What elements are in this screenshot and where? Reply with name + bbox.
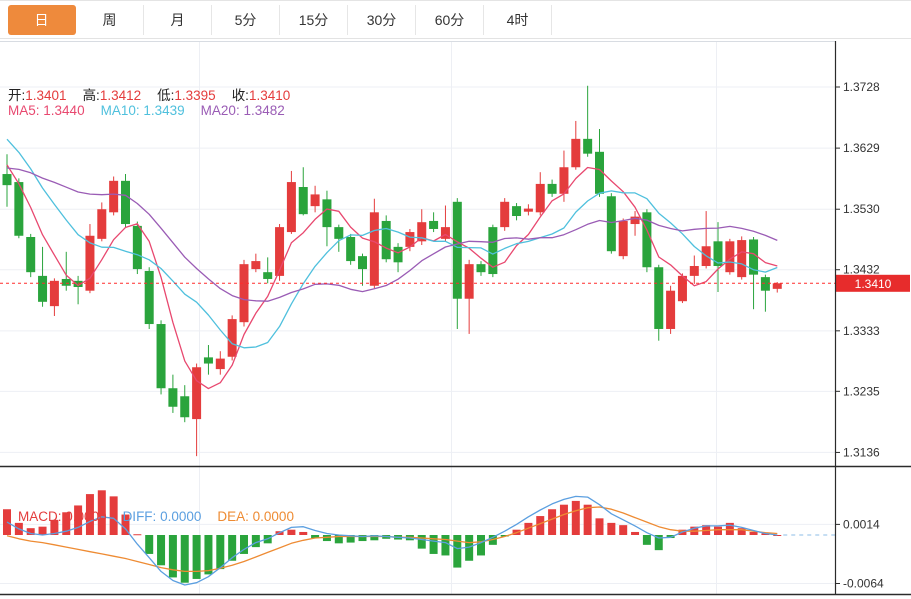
- chart-area[interactable]: 1.3410 1.3728 1.3629 1.3530 1.3432 1.3333 1.32…: [0, 39, 911, 599]
- svg-text:1.3410: 1.3410: [855, 277, 892, 291]
- candlestick-macd-chart[interactable]: 1.3410 1.3728 1.3629 1.3530 1.3432 1.3333 1.32…: [0, 39, 911, 599]
- svg-text:1.3333: 1.3333: [843, 324, 880, 338]
- svg-text:1.3530: 1.3530: [843, 202, 880, 216]
- svg-text:1.3432: 1.3432: [843, 263, 880, 277]
- svg-text:1.3728: 1.3728: [843, 80, 880, 94]
- tab-60min[interactable]: 60分: [416, 5, 484, 35]
- svg-text:1.3629: 1.3629: [843, 141, 880, 155]
- svg-text:0.0014: 0.0014: [843, 517, 880, 531]
- tab-30min[interactable]: 30分: [348, 5, 416, 35]
- tab-week[interactable]: 周: [76, 5, 144, 35]
- grid-layer: [0, 41, 835, 594]
- tab-15min[interactable]: 15分: [280, 5, 348, 35]
- axis-layer: 1.3728 1.3629 1.3530 1.3432 1.3333 1.3235 1.31…: [0, 41, 911, 596]
- price-marker-layer: 1.3410: [0, 274, 910, 292]
- ma-layer: [6, 138, 778, 390]
- svg-text:1.3235: 1.3235: [843, 384, 880, 398]
- tab-5min[interactable]: 5分: [212, 5, 280, 35]
- macd-layer: [3, 490, 835, 586]
- candles-layer: [2, 85, 782, 457]
- svg-text:-0.0064: -0.0064: [843, 576, 884, 590]
- tab-month[interactable]: 月: [144, 5, 212, 35]
- svg-text:1.3136: 1.3136: [843, 445, 880, 459]
- timeframe-tabbar: 日 周 月 5分 15分 30分 60分 4时: [0, 2, 911, 39]
- tab-4hour[interactable]: 4时: [484, 5, 552, 35]
- tab-day[interactable]: 日: [8, 5, 76, 35]
